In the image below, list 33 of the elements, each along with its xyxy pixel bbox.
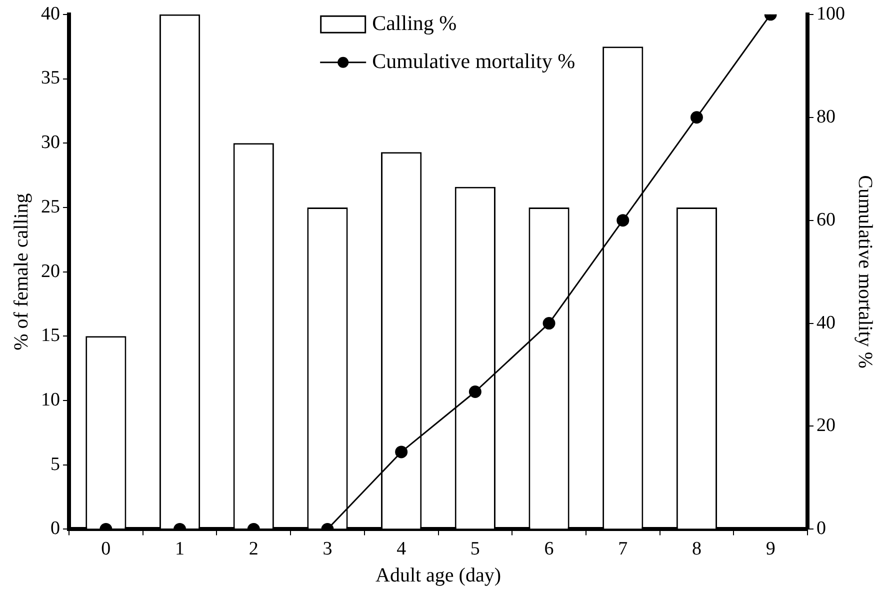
x-tick-label: 9 [766, 538, 776, 560]
x-tick-label: 2 [248, 538, 258, 560]
y-tick-label: 15 [41, 325, 60, 346]
y2-tick-label: 80 [816, 106, 836, 128]
y-tick-label: 35 [41, 68, 60, 89]
y-tick-label: 10 [41, 389, 60, 410]
y-tick-label: 5 [50, 454, 60, 475]
y-axis-title: % of female calling [10, 193, 32, 350]
x-axis-title: Adult age (day) [375, 564, 502, 586]
legend-label: Cumulative mortality % [372, 48, 576, 73]
y2-tick-label: 0 [816, 518, 826, 540]
x-tick-label: 3 [322, 538, 332, 560]
y-tick-label: 0 [50, 518, 60, 540]
x-tick-label: 8 [692, 538, 702, 560]
point [468, 386, 482, 398]
x-tick-label: 7 [618, 538, 628, 560]
legend-label: Calling % [372, 10, 457, 35]
x-tick-label: 4 [396, 538, 407, 560]
x-tick-label: 5 [470, 538, 480, 560]
x-tick-label: 1 [175, 538, 185, 560]
x-tick-label: 6 [544, 538, 554, 560]
point [616, 214, 630, 227]
y2-tick-label: 60 [816, 209, 836, 230]
y-tick-label: 40 [41, 3, 60, 24]
point [542, 317, 556, 330]
y2-axis-title: Cumulative mortality % [854, 175, 876, 368]
y-tick-label: 25 [41, 196, 60, 218]
y-tick-label: 20 [41, 260, 60, 282]
y2-tick-label: 20 [816, 415, 836, 436]
y-tick-label: 30 [41, 132, 60, 154]
y2-tick-label: 40 [816, 312, 836, 334]
x-tick-label: 0 [101, 538, 111, 560]
y2-tick-label: 100 [816, 3, 845, 24]
